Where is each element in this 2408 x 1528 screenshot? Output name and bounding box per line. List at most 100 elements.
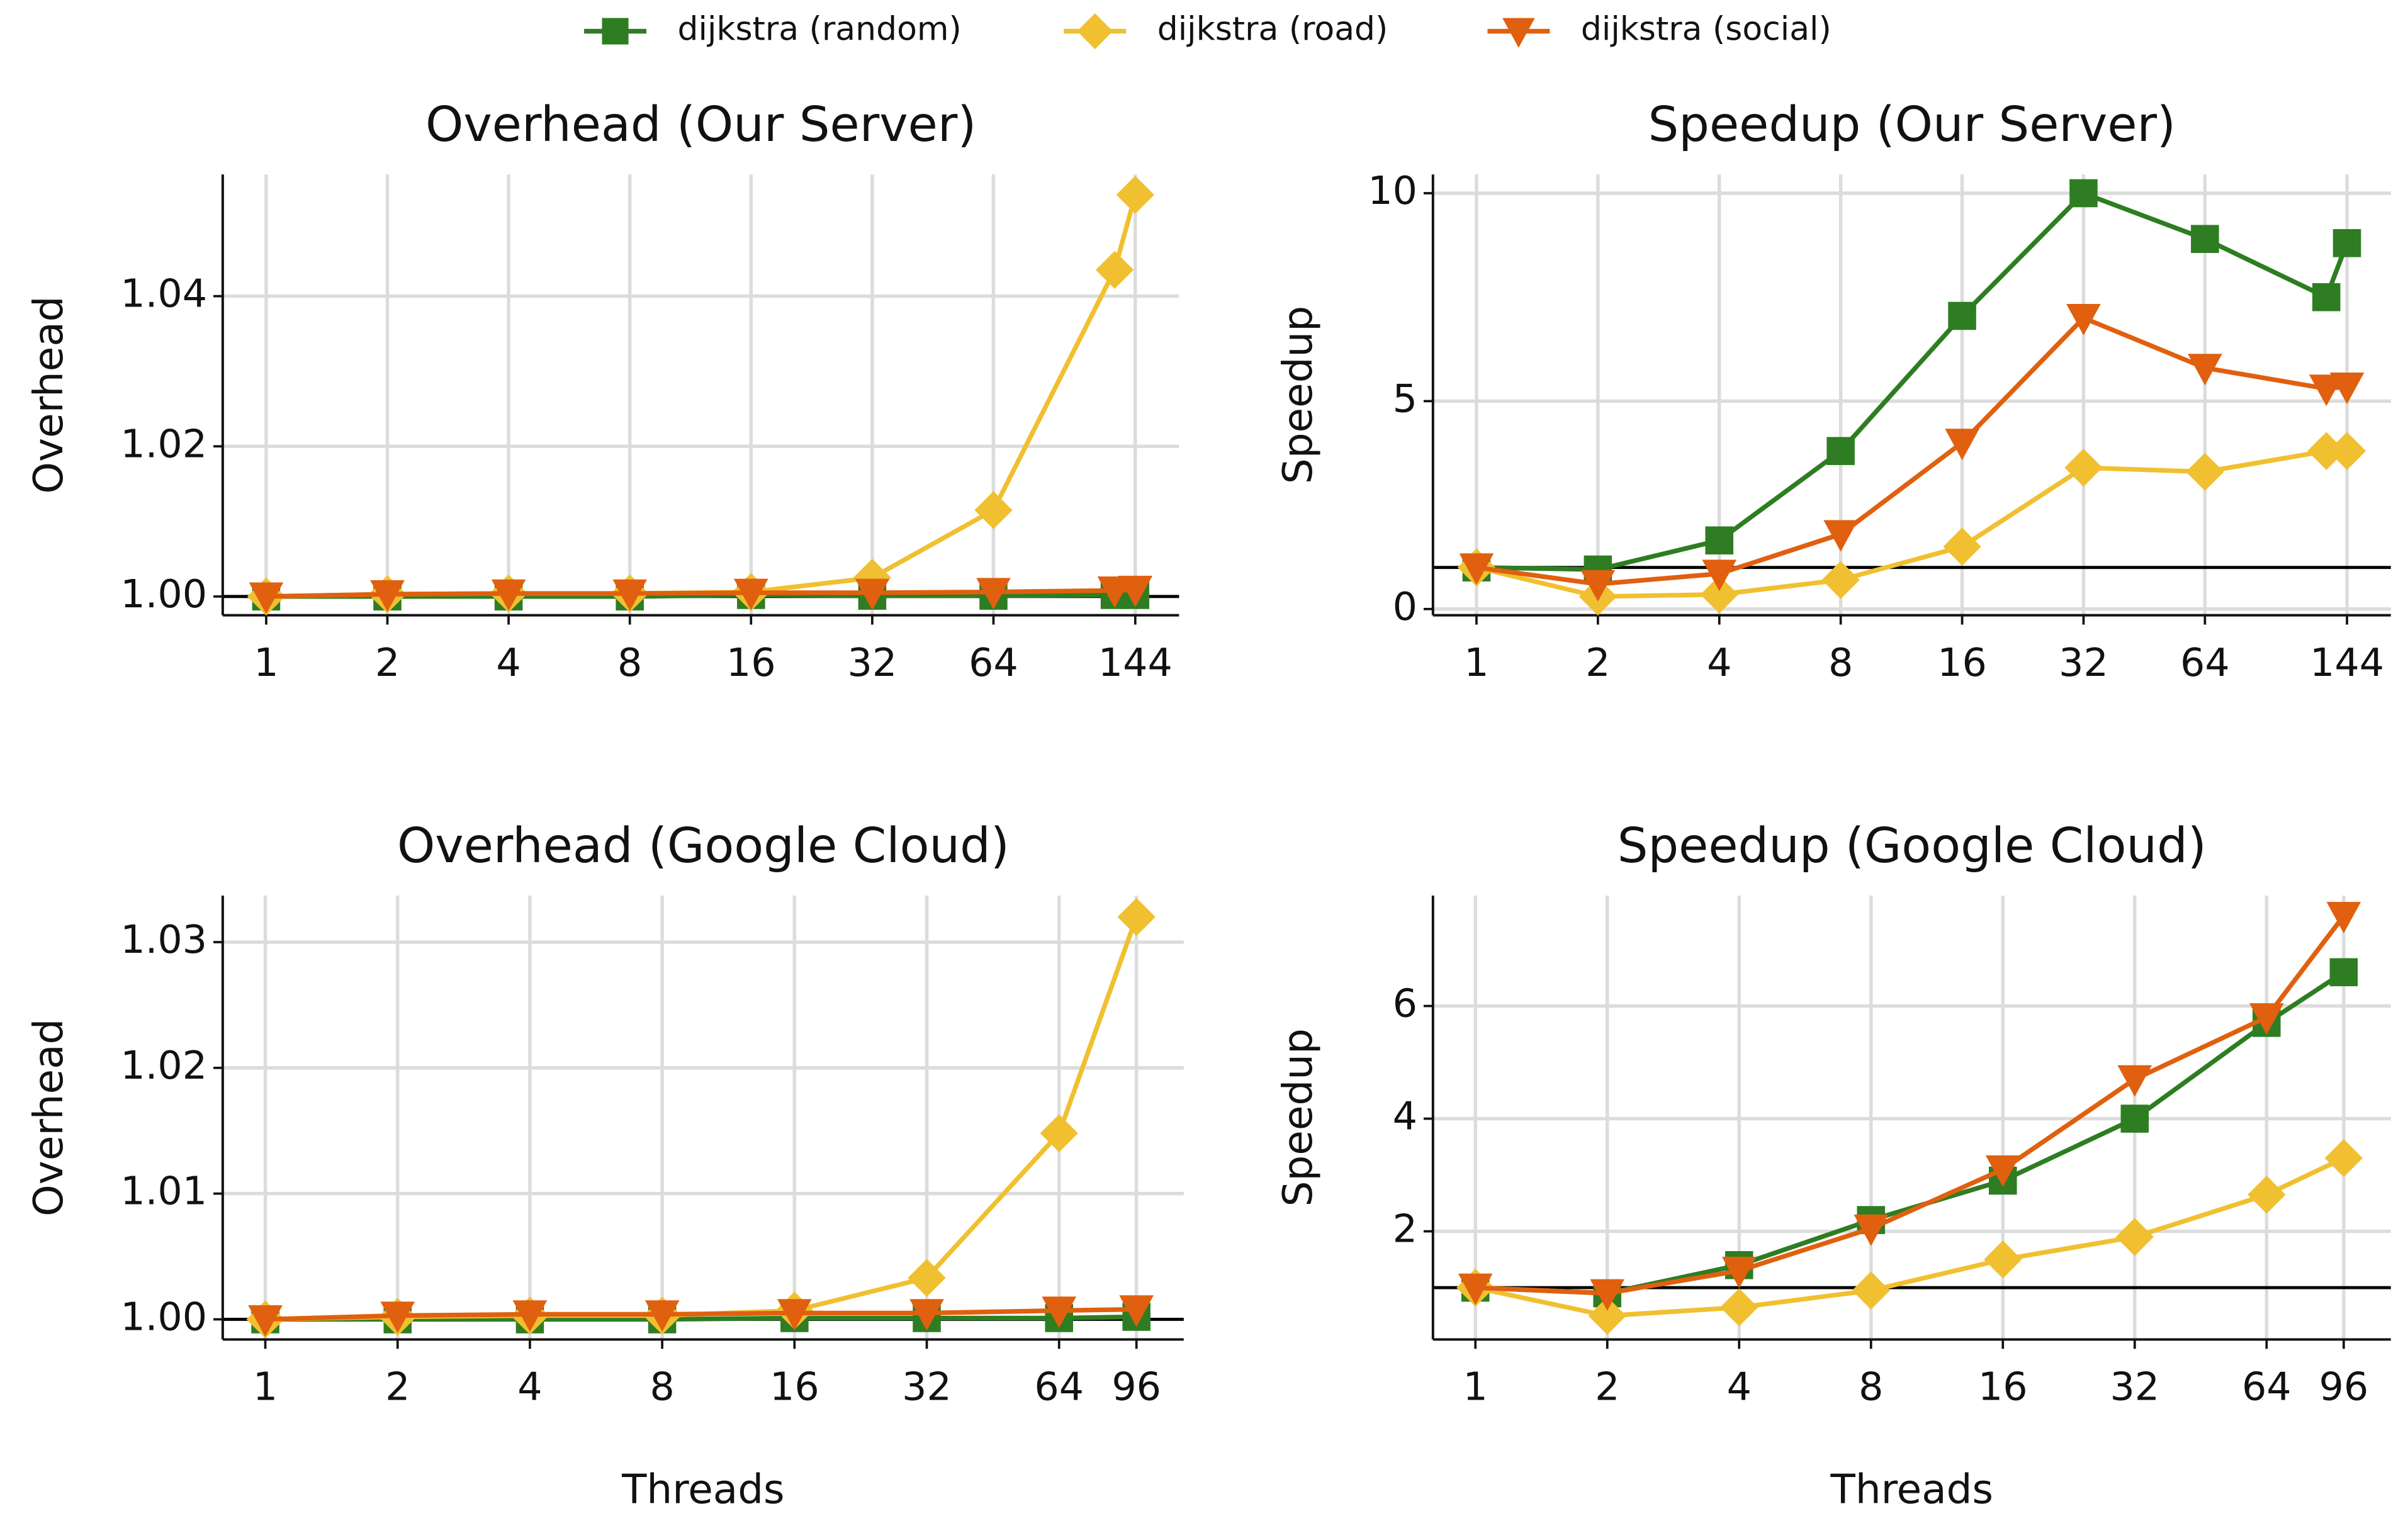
marker bbox=[2117, 1065, 2152, 1097]
x-tick-label: 16 bbox=[1937, 640, 1987, 685]
x-axis-label: Threads bbox=[621, 1466, 784, 1514]
marker bbox=[1590, 1279, 1625, 1311]
y-tick-label: 5 bbox=[1393, 376, 1417, 421]
x-tick-label: 96 bbox=[1111, 1364, 1161, 1410]
x-tick-label: 8 bbox=[617, 640, 642, 685]
marker bbox=[1854, 1214, 1889, 1246]
y-tick-label: 1.01 bbox=[120, 1169, 207, 1214]
y-tick-label: 1.02 bbox=[120, 1043, 207, 1088]
x-tick-label: 144 bbox=[2310, 640, 2384, 685]
y-tick-label: 1.03 bbox=[120, 917, 207, 962]
marker bbox=[1580, 570, 1616, 602]
y-axis-label: Speedup bbox=[1274, 306, 1322, 484]
legend-marker bbox=[602, 18, 629, 45]
marker bbox=[1984, 1240, 2022, 1279]
marker bbox=[380, 1301, 415, 1334]
y-tick-label: 2 bbox=[1393, 1206, 1417, 1252]
marker bbox=[1826, 437, 1855, 465]
marker bbox=[2191, 225, 2219, 253]
x-tick-label: 1 bbox=[253, 1364, 278, 1410]
marker bbox=[1720, 1288, 1758, 1327]
y-axis-label: Speedup bbox=[1274, 1028, 1322, 1206]
marker bbox=[1095, 250, 1134, 289]
marker bbox=[644, 1300, 680, 1332]
marker bbox=[248, 1305, 283, 1337]
marker bbox=[2069, 179, 2098, 208]
legend-marker bbox=[1502, 18, 1535, 48]
x-tick-label: 4 bbox=[496, 640, 520, 685]
legend-label: dijkstra (road) bbox=[1157, 11, 1388, 48]
y-axis-label: Overhead bbox=[25, 1019, 72, 1216]
x-tick-label: 2 bbox=[375, 640, 400, 685]
series-line bbox=[265, 1314, 1137, 1322]
marker bbox=[2115, 1218, 2154, 1256]
chart-title: Overhead (Our Server) bbox=[425, 97, 976, 153]
marker bbox=[2329, 372, 2365, 405]
marker bbox=[1116, 176, 1154, 214]
x-tick-label: 4 bbox=[1727, 1364, 1752, 1410]
marker bbox=[1459, 553, 1494, 585]
marker bbox=[1721, 1256, 1757, 1289]
marker bbox=[512, 1300, 548, 1332]
marker bbox=[1588, 1296, 1626, 1335]
series-line bbox=[1475, 914, 2346, 1296]
y-tick-label: 1.00 bbox=[120, 571, 207, 617]
marker bbox=[1943, 527, 1981, 566]
marker bbox=[2309, 374, 2344, 407]
x-tick-label: 64 bbox=[1034, 1364, 1084, 1410]
x-tick-label: 4 bbox=[517, 1364, 542, 1410]
x-tick-label: 16 bbox=[770, 1364, 819, 1410]
x-tick-label: 2 bbox=[1595, 1364, 1619, 1410]
x-tick-label: 1 bbox=[254, 640, 278, 685]
marker bbox=[1458, 1273, 1493, 1305]
x-tick-label: 32 bbox=[2059, 640, 2108, 685]
legend-label: dijkstra (social) bbox=[1581, 11, 1831, 48]
x-tick-label: 32 bbox=[848, 640, 897, 685]
marker bbox=[2248, 1176, 2286, 1214]
marker bbox=[1117, 897, 1156, 936]
marker bbox=[733, 578, 768, 610]
marker bbox=[1702, 559, 1737, 592]
marker bbox=[855, 578, 890, 610]
legend-label: dijkstra (random) bbox=[678, 11, 962, 48]
x-tick-label: 4 bbox=[1707, 640, 1731, 685]
marker bbox=[491, 579, 526, 611]
y-tick-label: 1.02 bbox=[120, 421, 207, 466]
x-tick-label: 8 bbox=[1859, 1364, 1883, 1410]
chart-title: Speedup (Google Cloud) bbox=[1618, 818, 2207, 874]
marker bbox=[1985, 1155, 2020, 1187]
marker bbox=[1040, 1114, 1078, 1152]
x-tick-label: 1 bbox=[1463, 1364, 1488, 1410]
x-tick-label: 144 bbox=[1098, 640, 1173, 685]
marker bbox=[1042, 1296, 1077, 1329]
marker bbox=[370, 580, 405, 612]
marker bbox=[2312, 283, 2341, 312]
x-tick-label: 2 bbox=[385, 1364, 410, 1410]
marker bbox=[249, 582, 284, 614]
marker bbox=[2332, 229, 2361, 257]
marker bbox=[1119, 1295, 1154, 1327]
x-tick-label: 16 bbox=[1978, 1364, 2028, 1410]
marker bbox=[1118, 575, 1153, 607]
x-tick-label: 32 bbox=[902, 1364, 952, 1410]
marker bbox=[974, 491, 1013, 529]
x-tick-label: 8 bbox=[1828, 640, 1853, 685]
series-line bbox=[266, 194, 1138, 599]
marker bbox=[2324, 1139, 2363, 1177]
legend-marker bbox=[1077, 13, 1113, 50]
x-tick-label: 1 bbox=[1464, 640, 1488, 685]
marker bbox=[1821, 561, 1860, 599]
marker bbox=[1097, 576, 1132, 609]
marker bbox=[2120, 1104, 2149, 1133]
x-tick-label: 2 bbox=[1585, 640, 1610, 685]
marker bbox=[1823, 520, 1858, 552]
marker bbox=[909, 1299, 944, 1331]
marker bbox=[2064, 448, 2103, 487]
marker bbox=[777, 1299, 812, 1331]
chart-title: Overhead (Google Cloud) bbox=[397, 818, 1010, 874]
x-axis-label: Threads bbox=[1830, 1466, 1993, 1514]
y-tick-label: 10 bbox=[1368, 168, 1417, 213]
marker bbox=[2249, 1003, 2284, 1035]
